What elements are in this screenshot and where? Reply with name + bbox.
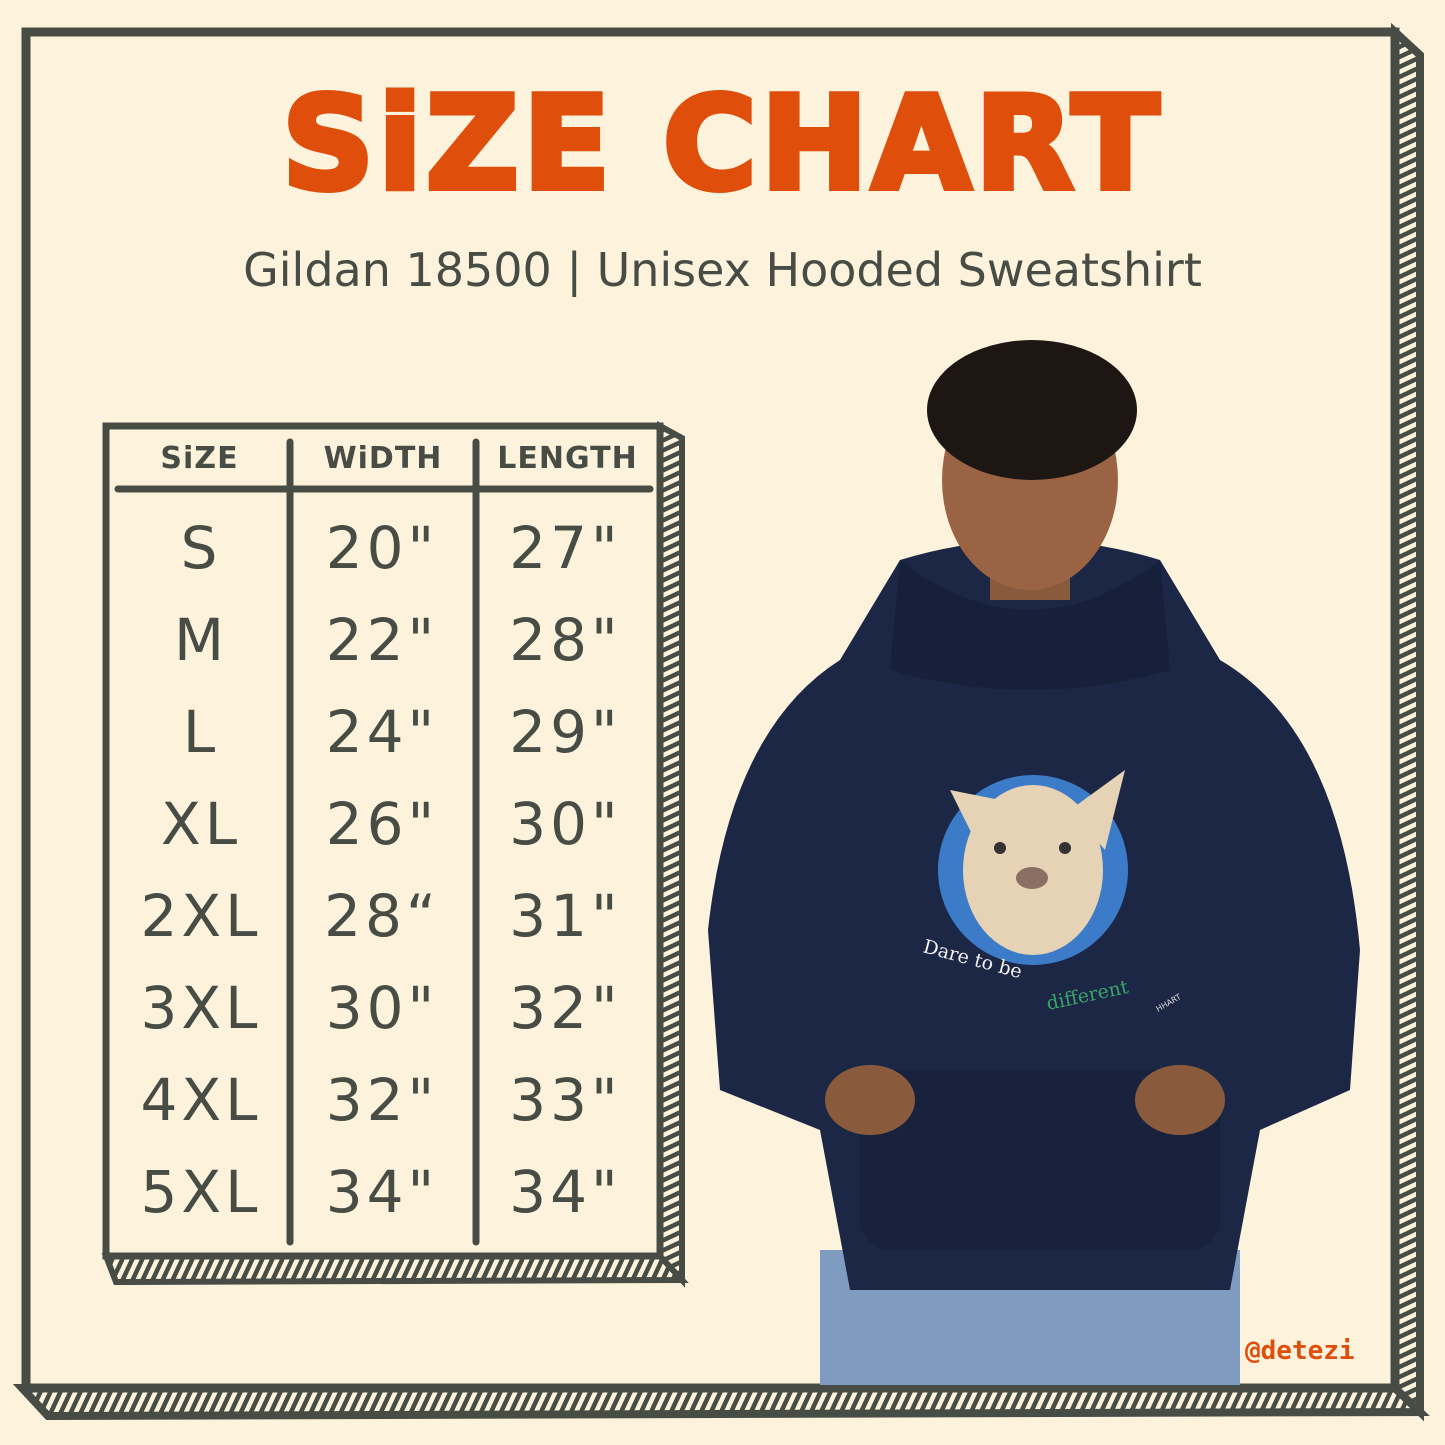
length-cell: 29" — [509, 698, 622, 766]
length-cell: 27" — [509, 514, 622, 582]
width-cell: 20" — [325, 514, 439, 582]
length-cell: 31" — [509, 882, 622, 950]
size-cell: 2XL — [140, 882, 262, 950]
dog-eye — [1059, 842, 1071, 854]
length-cell: 30" — [509, 790, 622, 858]
width-cell: 24" — [325, 698, 439, 766]
dog-ear-left — [950, 790, 1000, 850]
table-row: L 24" 29" — [112, 686, 657, 778]
product-subtitle: Gildan 18500 | Unisex Hooded Sweatshirt — [243, 243, 1202, 297]
size-cell: L — [182, 698, 220, 766]
length-cell: 32" — [509, 974, 622, 1042]
pocket — [860, 1070, 1220, 1250]
table-row: S 20" 27" — [112, 502, 657, 594]
size-cell: XL — [160, 790, 242, 858]
length-cell: 28" — [509, 606, 622, 674]
header-width: WiDTH — [323, 441, 443, 476]
page-title: SiZE CHART — [279, 67, 1164, 222]
hair — [927, 340, 1137, 480]
size-cell: 5XL — [140, 1158, 262, 1226]
table-row: 3XL 30" 32" — [112, 962, 657, 1054]
hood — [890, 560, 1170, 690]
model-photo: Dare to be different HHART — [708, 340, 1360, 1385]
header-length: LENGTH — [497, 441, 638, 476]
right-hand — [1135, 1065, 1225, 1135]
dog-ear-right — [1070, 770, 1125, 850]
size-cell: 3XL — [140, 974, 262, 1042]
table-row: 4XL 32" 33" — [112, 1054, 657, 1146]
watermark: @detezi — [1245, 1336, 1355, 1366]
dog-eye — [994, 842, 1006, 854]
width-cell: 28“ — [324, 882, 440, 950]
width-cell: 34" — [325, 1158, 439, 1226]
size-table-body: S 20" 27" M 22" 28" L 24" 29" XL 26" 30" 2XL 28“ 31" 3X… — [112, 502, 657, 1238]
header-size: SiZE — [160, 441, 239, 476]
width-cell: 22" — [325, 606, 439, 674]
dog-nose — [1016, 867, 1048, 889]
size-cell: M — [173, 606, 229, 674]
length-cell: 33" — [509, 1066, 622, 1134]
size-cell: 4XL — [140, 1066, 262, 1134]
length-cell: 34" — [509, 1158, 622, 1226]
table-row: 5XL 34" 34" — [112, 1146, 657, 1238]
left-hand — [825, 1065, 915, 1135]
size-cell: S — [180, 514, 222, 582]
width-cell: 32" — [325, 1066, 439, 1134]
table-row: M 22" 28" — [112, 594, 657, 686]
table-row: XL 26" 30" — [112, 778, 657, 870]
width-cell: 26" — [325, 790, 439, 858]
table-row: 2XL 28“ 31" — [112, 870, 657, 962]
width-cell: 30" — [325, 974, 439, 1042]
